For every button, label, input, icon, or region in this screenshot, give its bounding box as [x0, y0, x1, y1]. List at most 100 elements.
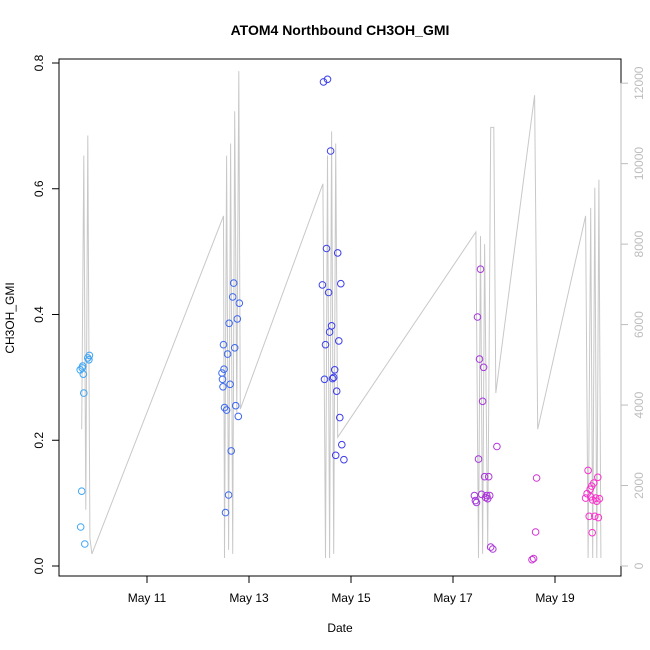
data-point: [532, 474, 541, 482]
y-tick-label: 0.8: [32, 54, 46, 71]
data-point: [79, 370, 88, 379]
data-point: [478, 397, 487, 406]
x-tick-label: May 15: [331, 591, 371, 605]
data-point: [218, 375, 227, 384]
data-point: [529, 554, 538, 563]
y2-tick-label: 4000: [632, 391, 646, 418]
data-point: [324, 288, 333, 297]
altitude-trace: [81, 71, 602, 559]
data-point: [335, 337, 343, 345]
data-point: [337, 279, 345, 288]
x-tick-label: May 17: [433, 591, 473, 605]
data-point: [227, 447, 235, 455]
data-point: [321, 340, 330, 349]
data-point: [225, 319, 233, 328]
axes-layer: May 11 May 13 May 15 May 17 May 19 0.0 0.2 0.4 0…: [32, 54, 646, 605]
data-point: [482, 491, 491, 500]
data-point: [470, 491, 479, 500]
data-point: [319, 78, 328, 86]
data-point: [592, 494, 600, 502]
data-point: [224, 491, 233, 499]
data-point: [333, 249, 342, 257]
data-point: [340, 455, 348, 464]
y2-tick-label: 2000: [632, 472, 646, 499]
data-point: [330, 366, 339, 374]
data-point: [593, 497, 601, 506]
x-tick-label: May 13: [229, 591, 269, 605]
data-point: [318, 281, 327, 289]
altitude-layer: [81, 71, 602, 559]
data-point: [320, 375, 329, 384]
data-point: [85, 351, 94, 360]
data-point: [226, 380, 234, 389]
data-point: [336, 413, 344, 422]
data-point: [493, 442, 501, 451]
data-point: [235, 299, 244, 308]
data-point: [322, 244, 331, 253]
data-point: [581, 494, 590, 502]
data-point: [233, 315, 242, 323]
data-point: [476, 265, 485, 274]
y2-tick-label: 10000: [632, 147, 646, 181]
x-axis-label: Date: [327, 621, 353, 635]
data-point: [76, 523, 85, 531]
data-point: [331, 451, 340, 460]
data-point: [323, 75, 332, 84]
y2-tick-label: 8000: [632, 230, 646, 257]
data-point: [229, 279, 238, 287]
data-point: [220, 365, 228, 374]
data-point: [220, 403, 229, 412]
data-point: [531, 528, 540, 536]
data-point: [231, 401, 240, 410]
chart-title: ATOM4 Northbound CH3OH_GMI: [231, 22, 450, 38]
data-point: [228, 293, 237, 301]
data-point: [221, 508, 230, 517]
data-point: [223, 350, 232, 358]
data-point: [474, 455, 483, 463]
data-point: [78, 362, 87, 370]
data-point: [81, 540, 89, 548]
y-axis-label: CH3OH_GMI: [3, 282, 17, 353]
data-point: [484, 472, 493, 481]
data-point: [328, 374, 337, 383]
data-point: [219, 383, 227, 391]
data-point: [475, 355, 484, 363]
data-point: [326, 147, 335, 155]
data-point: [489, 545, 497, 553]
data-point: [485, 491, 494, 500]
data-point: [595, 494, 604, 503]
data-point: [230, 344, 239, 352]
data-point: [594, 473, 602, 482]
data-point: [472, 498, 481, 507]
y2-tick-label: 6000: [632, 311, 646, 338]
points-layer: [76, 75, 604, 564]
data-point: [588, 528, 597, 537]
y-tick-label: 0.0: [32, 557, 46, 574]
x-tick-label: May 11: [128, 591, 167, 605]
data-point: [486, 543, 495, 551]
data-point: [591, 512, 599, 521]
data-point: [222, 406, 231, 414]
x-tick-label: May 19: [535, 591, 575, 605]
y-tick-label: 0.2: [32, 432, 46, 449]
data-point: [329, 373, 338, 382]
data-point: [584, 466, 592, 475]
data-point: [332, 387, 341, 396]
data-point: [80, 389, 88, 397]
data-point: [594, 513, 603, 522]
y2-tick-label: 12000: [632, 66, 646, 100]
data-point: [234, 412, 243, 421]
y2-tick-label: 0: [632, 562, 646, 569]
y-tick-label: 0.6: [32, 180, 46, 197]
data-point: [338, 440, 346, 449]
data-point: [327, 322, 336, 330]
data-point: [77, 487, 86, 496]
data-point: [85, 356, 93, 364]
data-point: [473, 313, 482, 321]
y-tick-label: 0.4: [32, 306, 46, 323]
data-point: [479, 363, 488, 372]
data-point: [528, 555, 536, 564]
data-point: [585, 512, 594, 521]
data-point: [219, 340, 228, 349]
